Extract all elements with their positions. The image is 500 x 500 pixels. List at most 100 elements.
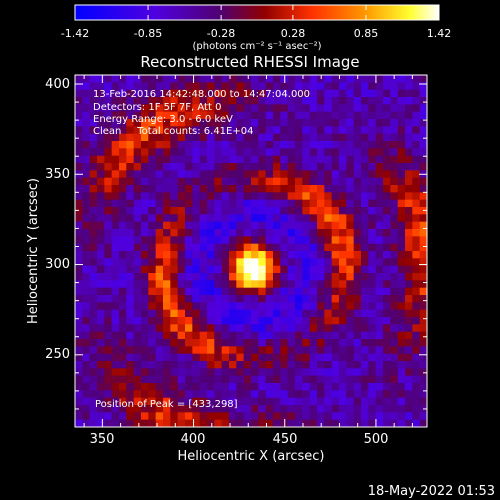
heatmap-cell bbox=[170, 265, 179, 274]
heatmap-cell bbox=[339, 324, 347, 333]
heatmap-cell bbox=[177, 177, 186, 186]
heatmap-cell bbox=[75, 126, 83, 135]
heatmap-cell bbox=[412, 405, 421, 413]
heatmap-cell bbox=[221, 126, 230, 135]
heatmap-cell bbox=[243, 405, 252, 413]
heatmap-cell bbox=[405, 295, 413, 303]
heatmap-cell bbox=[309, 302, 318, 311]
heatmap-cell bbox=[155, 397, 164, 406]
heatmap-cell bbox=[119, 89, 127, 98]
heatmap-cell bbox=[375, 214, 384, 223]
heatmap-cell bbox=[419, 419, 428, 428]
heatmap-cell bbox=[273, 412, 281, 421]
heatmap-cell bbox=[199, 97, 208, 105]
heatmap-cell bbox=[397, 177, 406, 186]
heatmap-cell bbox=[251, 89, 259, 98]
heatmap-cell bbox=[221, 207, 230, 215]
heatmap-cell bbox=[185, 97, 193, 105]
heatmap-cell bbox=[185, 280, 193, 289]
heatmap-cell bbox=[192, 82, 201, 91]
heatmap-cell bbox=[148, 177, 157, 186]
heatmap-cell bbox=[405, 287, 413, 296]
heatmap-cell bbox=[302, 148, 311, 157]
heatmap-cell bbox=[148, 361, 157, 369]
heatmap-cell bbox=[82, 243, 91, 252]
heatmap-cell bbox=[229, 280, 237, 289]
heatmap-cell bbox=[207, 192, 215, 201]
heatmap-cell bbox=[221, 346, 230, 355]
heatmap-cell bbox=[265, 419, 274, 428]
heatmap-cell bbox=[251, 126, 259, 135]
heatmap-cell bbox=[353, 412, 362, 421]
heatmap-cell bbox=[405, 229, 413, 237]
heatmap-cell bbox=[170, 97, 179, 105]
heatmap-cell bbox=[221, 97, 230, 105]
heatmap-cell bbox=[111, 258, 120, 267]
heatmap-cell bbox=[236, 243, 245, 252]
heatmap-cell bbox=[214, 185, 223, 193]
heatmap-cell bbox=[214, 82, 223, 91]
heatmap-cell bbox=[243, 111, 252, 120]
heatmap-cell bbox=[265, 265, 274, 274]
heatmap-cell bbox=[148, 97, 157, 105]
heatmap-cell bbox=[287, 148, 296, 157]
heatmap-cell bbox=[353, 324, 362, 333]
heatmap-cell bbox=[331, 119, 340, 127]
heatmap-cell bbox=[375, 397, 384, 406]
heatmap-cell bbox=[243, 82, 252, 91]
heatmap-cell bbox=[309, 199, 318, 208]
heatmap-cell bbox=[383, 111, 391, 120]
heatmap-cell bbox=[346, 302, 355, 311]
heatmap-cell bbox=[287, 280, 296, 289]
heatmap-cell bbox=[405, 339, 413, 347]
heatmap-cell bbox=[346, 397, 355, 406]
heatmap-cell bbox=[346, 148, 355, 157]
heatmap-cell bbox=[97, 331, 105, 340]
heatmap-cell bbox=[361, 207, 369, 215]
heatmap-cell bbox=[309, 339, 318, 347]
heatmap-cell bbox=[273, 177, 281, 186]
heatmap-cell bbox=[339, 287, 347, 296]
heatmap-cell bbox=[229, 141, 237, 149]
heatmap-cell bbox=[339, 89, 347, 98]
heatmap-cell bbox=[155, 199, 164, 208]
heatmap-cell bbox=[265, 302, 274, 311]
heatmap-cell bbox=[287, 265, 296, 274]
heatmap-cell bbox=[390, 317, 399, 325]
heatmap-cell bbox=[251, 141, 259, 149]
heatmap-cell bbox=[170, 287, 179, 296]
heatmap-cell bbox=[258, 214, 267, 223]
heatmap-cell bbox=[141, 383, 149, 391]
heatmap-cell bbox=[207, 111, 215, 120]
heatmap-cell bbox=[89, 119, 98, 127]
heatmap-cell bbox=[331, 375, 340, 384]
heatmap-cell bbox=[89, 97, 98, 105]
heatmap-cell bbox=[207, 104, 215, 113]
heatmap-cell bbox=[148, 324, 157, 333]
heatmap-cell bbox=[207, 133, 215, 142]
heatmap-cell bbox=[361, 119, 369, 127]
heatmap-cell bbox=[302, 368, 311, 377]
heatmap-cell bbox=[192, 324, 201, 333]
heatmap-cell bbox=[412, 170, 421, 179]
heatmap-cell bbox=[273, 236, 281, 245]
heatmap-cell bbox=[419, 324, 428, 333]
heatmap-cell bbox=[104, 346, 113, 355]
heatmap-cell bbox=[89, 104, 98, 113]
heatmap-cell bbox=[221, 353, 230, 362]
heatmap-cell bbox=[331, 82, 340, 91]
heatmap-cell bbox=[97, 119, 105, 127]
heatmap-cell bbox=[126, 251, 135, 259]
heatmap-cell bbox=[141, 236, 149, 245]
heatmap-cell bbox=[419, 148, 428, 157]
heatmap-cell bbox=[412, 207, 421, 215]
heatmap-cell bbox=[317, 295, 325, 303]
colorbar-tick-label: -1.42 bbox=[61, 27, 89, 40]
heatmap-cell bbox=[170, 405, 179, 413]
heatmap-cell bbox=[148, 163, 157, 171]
heatmap-cell bbox=[97, 75, 105, 83]
heatmap-cell bbox=[170, 390, 179, 399]
heatmap-cell bbox=[111, 353, 120, 362]
heatmap-cell bbox=[82, 75, 91, 83]
heatmap-cell bbox=[258, 331, 267, 340]
